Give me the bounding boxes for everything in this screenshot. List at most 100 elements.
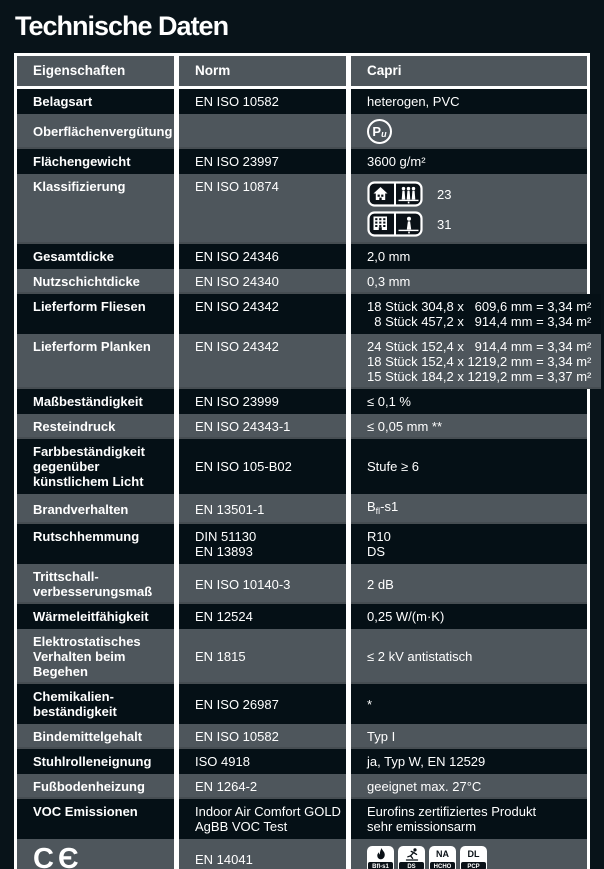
- value-cell: 0,25 W/(m·K): [351, 604, 587, 629]
- value-cell: 0,3 mm: [351, 269, 587, 294]
- slip-person-glyph: [405, 847, 418, 861]
- table-row: Trittschall-verbesserungsmaß EN ISO 10140…: [17, 564, 587, 604]
- property-label: Chemikalien-: [33, 689, 114, 704]
- norm-value: EN 13893: [195, 544, 253, 559]
- norm-cell: EN 1815: [179, 629, 346, 684]
- property-label: Maßbeständigkeit: [33, 394, 143, 409]
- classification-entry: 23: [367, 181, 577, 207]
- table-row: Belagsart EN ISO 10582 heterogen, PVC: [17, 89, 587, 114]
- column-header: Capri: [367, 63, 402, 78]
- table-row: Maßbeständigkeit EN ISO 23999 ≤ 0,1 %: [17, 389, 587, 414]
- property-label: Wärmeleitfähigkeit: [33, 609, 149, 624]
- table-row: CЄ EN 14041 Bfl-s1 DS NA HCHO DL PCP: [17, 839, 587, 869]
- table-row: Flächengewicht EN ISO 23997 3600 g/m²: [17, 149, 587, 174]
- norm-cell: [179, 114, 346, 149]
- classification-entry: 31: [367, 211, 577, 237]
- norm-cell: ISO 4918: [179, 749, 346, 774]
- property-label: Lieferform Fliesen: [33, 299, 146, 314]
- property-cell: Resteindruck: [17, 414, 174, 439]
- norm-cell: EN 14041: [179, 839, 346, 869]
- property-cell: Nutzschichtdicke: [17, 269, 174, 294]
- norm-cell: EN ISO 26987: [179, 684, 346, 724]
- page-title: Technische Daten: [15, 11, 229, 41]
- norm-cell: EN ISO 23997: [179, 149, 346, 174]
- table-body: Belagsart EN ISO 10582 heterogen, PVC Oberf…: [17, 89, 602, 869]
- property-cell: Farbbeständigkeit gegenüber künstlichem Li…: [17, 439, 174, 494]
- norm-cell: EN ISO 24346: [179, 244, 346, 269]
- table-row: Klassifizierung EN ISO 10874 23 31: [17, 174, 587, 244]
- norm-cell: EN ISO 24340: [179, 269, 346, 294]
- classification-number: 23: [437, 186, 452, 202]
- pu-sub-letter: u: [381, 129, 387, 139]
- header-cell-norm: Norm: [179, 56, 346, 86]
- value-cell: ≤ 2 kV antistatisch: [351, 629, 587, 684]
- property-label: Nutzschichtdicke: [33, 274, 140, 289]
- value-cell: 24 Stück 152,4 x 914,4 mm = 3,34 m² 18 St…: [351, 334, 602, 389]
- property-label: Trittschall-: [33, 569, 99, 584]
- norm-value: EN 1815: [195, 649, 246, 664]
- property-label: künstlichem Licht: [33, 474, 144, 489]
- property-cell: Flächengewicht: [17, 149, 174, 174]
- value-subscript: fl: [375, 506, 381, 516]
- property-label: beständigkeit: [33, 704, 117, 719]
- capri-value: Eurofins zertifiziertes Produkt: [367, 804, 537, 819]
- property-label: VOC Emissionen: [33, 804, 138, 819]
- property-cell: Lieferform Planken: [17, 334, 174, 389]
- certification-icons: Bfl-s1 DS NA HCHO DL PCP: [367, 845, 577, 869]
- property-cell: Lieferform Fliesen: [17, 294, 174, 334]
- residential-class-icon: [367, 181, 423, 207]
- value-cell: ja, Typ W, EN 12529: [351, 749, 587, 774]
- norm-cell: Indoor Air Comfort GOLD AgBB VOC Test: [179, 799, 346, 839]
- capri-value: 3600 g/m²: [367, 154, 426, 169]
- capri-value: 8 Stück 457,2 x 914,4 mm = 3,34 m²: [367, 314, 592, 329]
- capri-value: R10: [367, 529, 391, 544]
- property-label: Lieferform Planken: [33, 339, 151, 354]
- norm-cell: EN ISO 10140-3: [179, 564, 346, 604]
- slip-rating-icon-label: DS: [399, 861, 424, 869]
- table-row: VOC Emissionen Indoor Air Comfort GOLD AgB…: [17, 799, 587, 839]
- property-cell: Chemikalien-beständigkeit: [17, 684, 174, 724]
- norm-cell: EN ISO 105-B02: [179, 439, 346, 494]
- property-cell: Maßbeständigkeit: [17, 389, 174, 414]
- value-cell: 23 31: [351, 174, 587, 244]
- norm-value: EN ISO 105-B02: [195, 459, 292, 474]
- property-label: Klassifizierung: [33, 179, 126, 194]
- table-row: Resteindruck EN ISO 24343-1 ≤ 0,05 mm **: [17, 414, 587, 439]
- property-cell: Trittschall-verbesserungsmaß: [17, 564, 174, 604]
- property-cell: Stuhlrolleneignung: [17, 749, 174, 774]
- pcp-rating-icon-top: DL: [467, 848, 480, 859]
- norm-value: EN ISO 26987: [195, 696, 279, 712]
- capri-value: ja, Typ W, EN 12529: [367, 754, 486, 769]
- property-label: Belagsart: [33, 94, 93, 109]
- property-label: Rutschhemmung: [33, 529, 140, 544]
- norm-value: EN ISO 24342: [195, 299, 279, 314]
- capri-value: 0,25 W/(m·K): [367, 609, 445, 624]
- value-cell: geeignet max. 27°C: [351, 774, 587, 799]
- capri-value: sehr emissionsarm: [367, 819, 477, 834]
- pcp-rating-icon: DL PCP: [460, 845, 487, 869]
- property-label: Verhalten beim: [33, 649, 126, 664]
- formaldehyde-rating-icon-label: HCHO: [430, 861, 455, 869]
- value-cell: 3600 g/m²: [351, 149, 587, 174]
- capri-value: 18 Stück 152,4 x 1219,2 mm = 3,34 m²: [367, 354, 592, 369]
- norm-cell: EN ISO 10582: [179, 89, 346, 114]
- commercial-class-icon: [367, 211, 423, 237]
- property-cell: Gesamtdicke: [17, 244, 174, 269]
- property-cell: Bindemittelgehalt: [17, 724, 174, 749]
- value-cell: *: [351, 684, 587, 724]
- fire-rating-icon-label: Bfl-s1: [368, 861, 393, 869]
- value-cell: ≤ 0,1 %: [351, 389, 587, 414]
- table-row: Chemikalien-beständigkeit EN ISO 26987 *: [17, 684, 587, 724]
- table-row: Wärmeleitfähigkeit EN 12524 0,25 W/(m·K): [17, 604, 587, 629]
- fire-rating-icon-top: [368, 847, 393, 862]
- property-label: Flächengewicht: [33, 154, 131, 169]
- property-cell: Rutschhemmung: [17, 524, 174, 564]
- formaldehyde-rating-icon: NA HCHO: [429, 845, 456, 869]
- property-label: Fußbodenheizung: [33, 779, 145, 794]
- flame-glyph: [376, 847, 385, 859]
- norm-cell: EN 12524: [179, 604, 346, 629]
- formaldehyde-rating-icon-top: NA: [436, 848, 449, 859]
- norm-value: EN 14041: [195, 851, 253, 867]
